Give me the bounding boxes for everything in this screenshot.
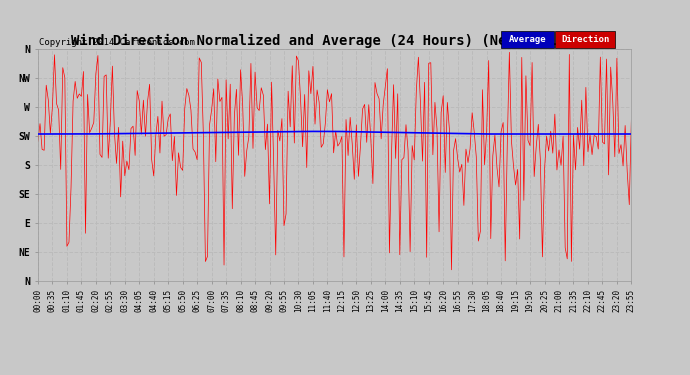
Text: Average: Average <box>509 35 546 44</box>
FancyBboxPatch shape <box>555 32 615 48</box>
Text: Direction: Direction <box>561 35 609 44</box>
FancyBboxPatch shape <box>501 32 554 48</box>
Text: Copyright 2014 Cartronics.com: Copyright 2014 Cartronics.com <box>39 38 195 47</box>
Title: Wind Direction Normalized and Average (24 Hours) (New) 20140518: Wind Direction Normalized and Average (2… <box>71 33 598 48</box>
